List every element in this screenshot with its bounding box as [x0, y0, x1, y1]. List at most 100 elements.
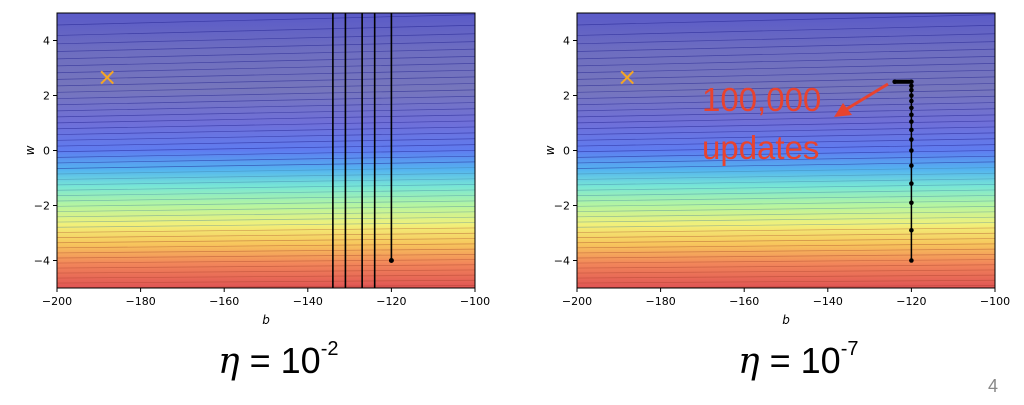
- contour-line: [576, 108, 996, 118]
- contour-line: [576, 83, 996, 93]
- contour-line: [576, 238, 996, 244]
- contour-line: [576, 14, 996, 26]
- contour-line: [56, 211, 476, 218]
- contour-line: [576, 172, 996, 180]
- contour-line: [56, 33, 476, 45]
- path-point: [909, 105, 914, 111]
- path-point: [909, 112, 914, 118]
- contour-line: [576, 279, 996, 284]
- contour-line: [576, 227, 996, 233]
- gradient-path: [332, 13, 394, 288]
- y-tick-label: 2: [43, 90, 50, 103]
- learning-rate-caption-left: η = 10-2: [218, 338, 339, 382]
- y-tick-label: 2: [563, 90, 570, 103]
- contour-line: [576, 254, 996, 259]
- contour-line: [56, 63, 476, 74]
- contour-line: [56, 95, 476, 106]
- contour-plot-left: −200 −180 −160 −140 −120 −100 −4 −2 0 2 4 b w ×: [23, 12, 490, 327]
- path-point: [909, 93, 914, 98]
- contour-line: [576, 132, 996, 141]
- contour-lines: [56, 14, 476, 289]
- equals-sign: =: [769, 340, 791, 381]
- contour-line: [576, 264, 996, 269]
- x-tick-label: −180: [125, 295, 155, 308]
- path-point: [909, 258, 914, 263]
- eta-symbol: η: [218, 341, 240, 382]
- contour-line: [576, 69, 996, 80]
- page-number: 4: [988, 376, 999, 396]
- gradient-path: [892, 79, 914, 263]
- annotation-arrow: [834, 82, 889, 117]
- caption-exponent: -2: [320, 338, 339, 360]
- contour-line: [56, 243, 476, 249]
- x-tick-label: −140: [813, 295, 843, 308]
- target-marker: ×: [617, 63, 637, 91]
- contour-line: [576, 167, 996, 175]
- contour-line: [56, 274, 476, 279]
- contour-line: [576, 114, 996, 124]
- x-tick-label: −180: [645, 295, 675, 308]
- path-point: [909, 181, 914, 186]
- y-axis-label: w: [543, 145, 557, 155]
- y-tick-label: 0: [563, 145, 570, 158]
- y-tick-label: 4: [563, 35, 570, 48]
- contour-line: [576, 178, 996, 186]
- contour-line: [56, 189, 476, 197]
- path-point: [909, 87, 914, 93]
- contour-line: [576, 24, 996, 36]
- contour-line: [56, 167, 476, 175]
- contour-line: [56, 248, 476, 254]
- contour-line: [576, 274, 996, 279]
- contour-line: [56, 172, 476, 180]
- contour-line: [576, 161, 996, 169]
- contour-line: [56, 269, 476, 274]
- path-point: [909, 127, 914, 133]
- contour-line: [56, 24, 476, 36]
- y-tick-label: −2: [34, 200, 50, 213]
- contour-line: [576, 206, 996, 212]
- path-point: [909, 83, 914, 89]
- x-tick-label: −100: [980, 295, 1010, 308]
- contour-line: [56, 48, 476, 60]
- x-tick-label: −140: [293, 295, 323, 308]
- contour-line: [56, 254, 476, 259]
- contour-line: [576, 222, 996, 228]
- x-tick-label: −200: [42, 295, 72, 308]
- contour-line: [576, 120, 996, 130]
- contour-line: [576, 56, 996, 67]
- path-point: [909, 98, 914, 104]
- contour-line: [56, 195, 476, 202]
- contour-line: [56, 178, 476, 186]
- contour-line: [576, 48, 996, 60]
- contour-line: [56, 216, 476, 223]
- y-tick-label: −4: [34, 255, 50, 268]
- path-point: [909, 148, 914, 153]
- contour-line: [576, 150, 996, 158]
- y-tick-label: −4: [554, 255, 570, 268]
- path-point: [909, 200, 914, 206]
- contour-line: [576, 89, 996, 99]
- contour-line: [576, 155, 996, 164]
- x-tick-label: −200: [562, 295, 592, 308]
- contour-plot-right: −200 −180 −160 −140 −120 −100 −4 −2 0 2 4 b w ×: [543, 12, 1010, 327]
- x-axis-label: b: [782, 313, 790, 327]
- contour-line: [576, 138, 996, 147]
- contour-line: [56, 114, 476, 124]
- contour-line: [56, 69, 476, 80]
- path-start-point: [388, 258, 394, 263]
- contour-line: [56, 227, 476, 233]
- x-tick-label: −160: [729, 295, 759, 308]
- contour-line: [576, 41, 996, 52]
- contour-line: [576, 195, 996, 202]
- contour-line: [56, 126, 476, 135]
- contour-line: [56, 89, 476, 99]
- path-point: [909, 119, 914, 124]
- contour-line: [576, 33, 996, 45]
- arrow-shaft: [844, 82, 889, 112]
- caption-base: 10: [280, 340, 321, 381]
- y-tick-label: 4: [43, 35, 50, 48]
- annotation-line-1: 100,000: [702, 81, 822, 118]
- path-point: [909, 137, 914, 142]
- x-tick-label: −160: [209, 295, 239, 308]
